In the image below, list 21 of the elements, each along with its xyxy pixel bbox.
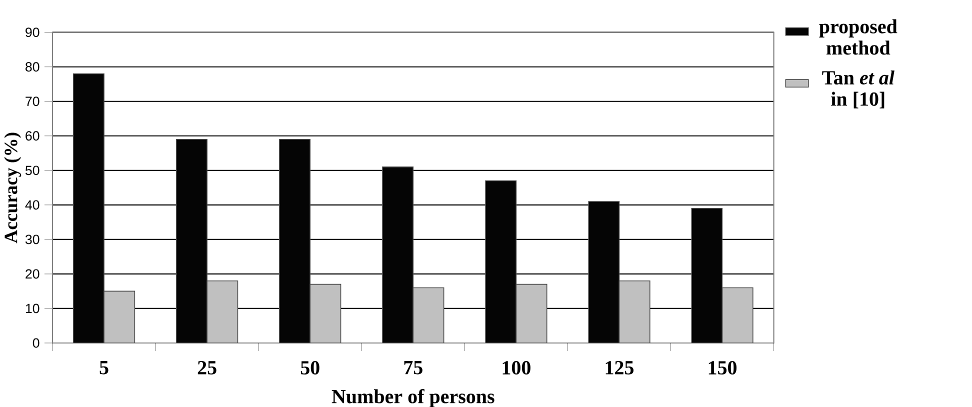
y-tick-label: 20 [26,269,40,279]
y-axis-title: Accuracy (%) [4,132,22,244]
x-tick-label: 50 [300,361,320,375]
legend-label: proposed method [819,19,898,55]
y-tick-label: 80 [26,62,40,72]
x-tick-label: 125 [606,361,634,374]
x-tick-label: 150 [708,361,737,375]
y-tick-label: 60 [26,131,40,141]
y-tick-label: 90 [26,28,40,38]
y-tick-label: 70 [26,96,40,106]
legend-label: Tan et al in [10] [822,70,894,108]
y-tick-label: 50 [25,166,40,176]
x-tick-label: 5 [100,361,108,374]
x-tick-label: 100 [502,361,530,375]
x-axis-title: Number of persons [332,389,494,407]
x-tick-label: 75 [404,361,422,374]
y-tick-label: 40 [25,200,40,210]
x-tick-label: 25 [198,361,216,374]
y-tick-label: 10 [26,304,40,314]
y-tick-label: 0 [32,338,40,348]
y-tick-label: 30 [25,234,40,244]
